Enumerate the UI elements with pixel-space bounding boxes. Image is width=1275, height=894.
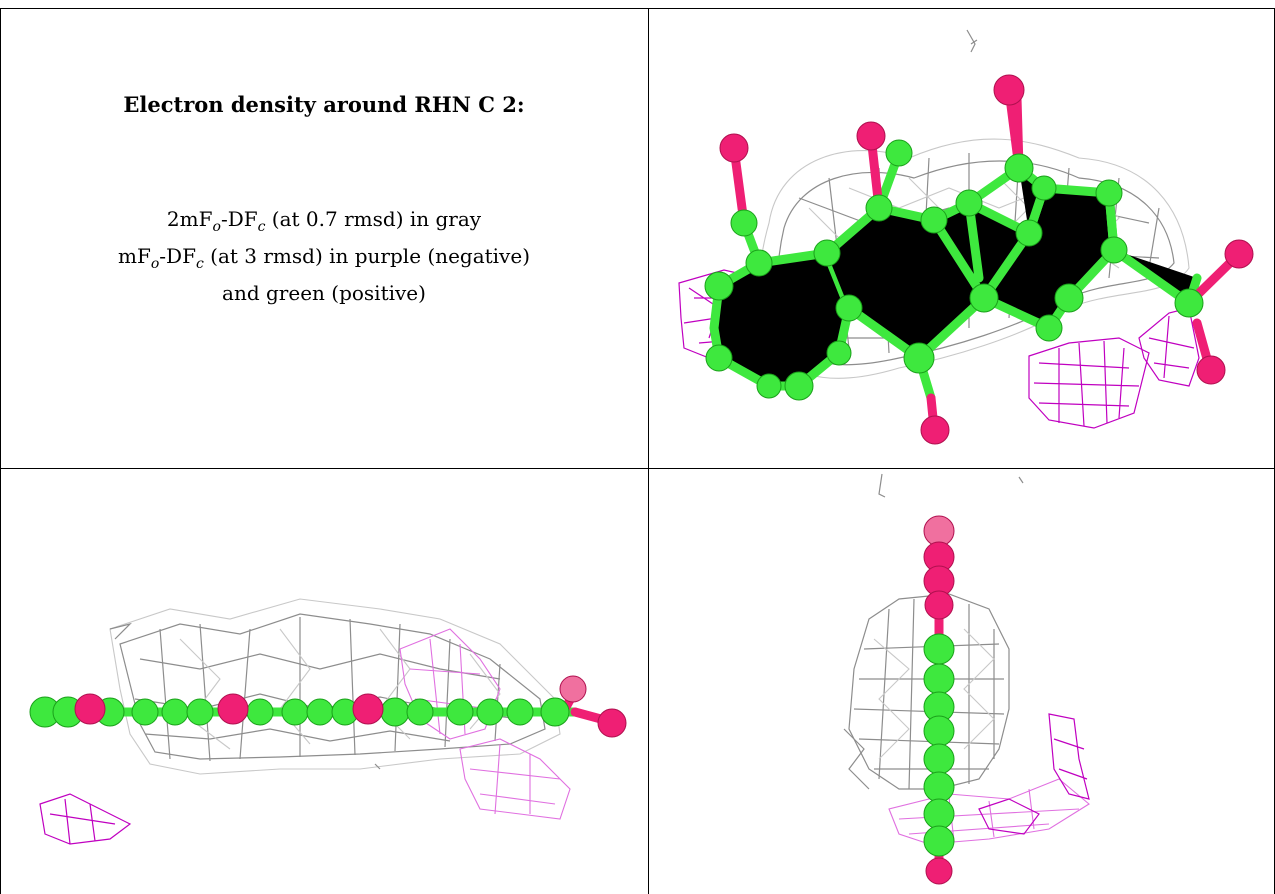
divider-horizontal xyxy=(0,468,1275,469)
density-2fofc-mesh xyxy=(109,598,561,775)
oxygen-atoms xyxy=(923,515,955,885)
oxygen-atoms xyxy=(74,675,627,738)
caption-legend: 2mFo-DFc (at 0.7 rmsd) in gray mFo-DFc (… xyxy=(0,205,648,308)
legend-line-gray: 2mFo-DFc (at 0.7 rmsd) in gray xyxy=(166,207,482,235)
carbon-atoms xyxy=(704,139,1204,401)
carbon-atoms xyxy=(923,633,955,857)
molecule-render-edge-icon xyxy=(843,473,1090,885)
border-top xyxy=(0,8,1275,9)
legend-line-green: and green (positive) xyxy=(222,281,426,305)
caption-cell: Electron density around RHN C 2: 2mFo-DF… xyxy=(0,8,648,468)
carbon-atoms xyxy=(29,696,570,728)
legend-line-purple: mFo-DFc (at 3 rmsd) in purple (negative) xyxy=(118,244,530,272)
molecule-render-side-icon xyxy=(29,598,627,845)
caption-title: Electron density around RHN C 2: xyxy=(123,92,525,117)
oxygen-atoms xyxy=(719,74,1254,445)
density-view-edge xyxy=(649,469,1275,894)
density-view-top xyxy=(649,8,1275,468)
density-negative-mesh xyxy=(888,713,1090,845)
divider-vertical xyxy=(648,8,649,894)
molecule-render-top-icon xyxy=(678,29,1254,445)
density-view-side xyxy=(0,469,648,894)
border-left xyxy=(0,8,1,894)
